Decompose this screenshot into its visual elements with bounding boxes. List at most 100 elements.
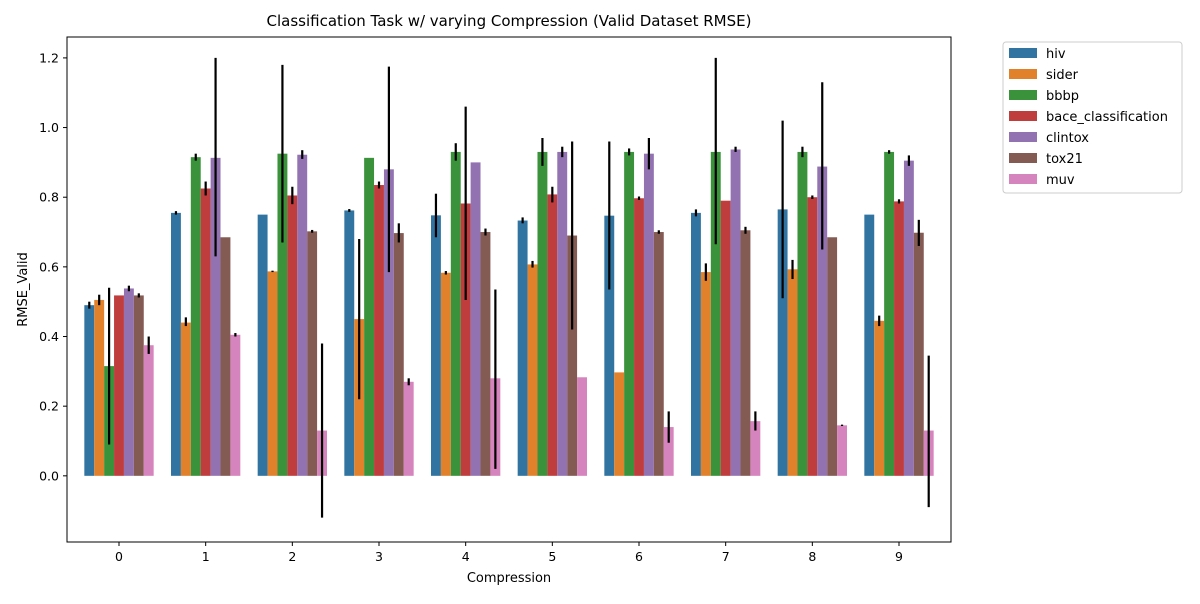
legend-swatch-tox21 (1009, 153, 1037, 163)
bar-hiv-3 (344, 210, 355, 476)
y-axis: 0.0 0.2 0.4 0.6 0.8 1.0 1.2 (39, 50, 67, 483)
bar-tox21-6 (653, 232, 664, 476)
bar-bace_classification-0 (114, 295, 124, 476)
y-axis-label: RMSE_Valid (16, 252, 31, 327)
bar-muv-5 (577, 377, 587, 476)
bar-bbbp-5 (537, 151, 548, 476)
bar-bace_classification-6 (634, 198, 644, 476)
bar-bace_classification-2 (287, 195, 298, 476)
legend-frame (1002, 41, 1183, 194)
bar-muv-0 (143, 345, 154, 476)
x-tick-label: 0 (115, 549, 123, 564)
bar-sider-8 (787, 269, 798, 476)
bar-bbbp-4 (450, 151, 461, 476)
x-tick-label: 5 (548, 549, 556, 564)
bar-tox21-9 (913, 232, 924, 476)
bar-muv-3 (403, 381, 414, 476)
bar-bace_classification-8 (807, 197, 818, 476)
bar-bbbp-3 (364, 157, 375, 476)
chart-title: Classification Task w/ varying Compressi… (267, 12, 752, 30)
legend-label-tox21: tox21 (1046, 152, 1083, 167)
x-tick-label: 1 (202, 549, 210, 564)
y-tick-label: 0.0 (39, 468, 59, 483)
bar-clintox-1 (210, 157, 221, 476)
legend-label-hiv: hiv (1046, 47, 1066, 62)
bar-sider-5 (527, 264, 538, 476)
legend-label-muv: muv (1046, 173, 1075, 188)
bar-hiv-7 (691, 212, 701, 476)
bar-tox21-5 (567, 235, 578, 476)
bar-hiv-5 (517, 220, 528, 476)
legend-swatch-hiv (1009, 48, 1037, 58)
bar-hiv-1 (171, 212, 181, 476)
bar-hiv-9 (864, 214, 875, 476)
bar-clintox-9 (903, 160, 914, 476)
bar-clintox-3 (383, 169, 394, 476)
bar-tox21-3 (393, 233, 404, 476)
bar-bbbp-9 (884, 151, 895, 476)
x-tick-label: 7 (722, 549, 730, 564)
bar-tox21-2 (307, 231, 318, 476)
legend-swatch-clintox (1009, 132, 1037, 142)
bar-bbbp-2 (277, 153, 288, 476)
bar-bbbp-7 (710, 151, 721, 476)
y-tick-label: 0.4 (39, 329, 59, 344)
bar-hiv-0 (84, 305, 95, 476)
legend-label-sider: sider (1046, 68, 1079, 83)
legend-swatch-bace_classification (1009, 111, 1037, 121)
bar-clintox-2 (297, 154, 308, 476)
x-tick-label: 8 (808, 549, 816, 564)
legend-swatch-sider (1009, 69, 1037, 79)
bar-bbbp-8 (797, 151, 808, 476)
bar-hiv-2 (257, 214, 268, 476)
bar-tox21-0 (133, 295, 144, 476)
y-tick-label: 0.2 (39, 399, 59, 414)
bar-clintox-4 (470, 162, 481, 476)
plot-frame (66, 36, 952, 543)
x-tick-label: 9 (895, 549, 903, 564)
bar-sider-7 (700, 272, 711, 476)
bar-bace_classification-3 (374, 185, 384, 476)
bar-muv-7 (750, 421, 761, 476)
bar-sider-4 (440, 272, 451, 476)
legend-label-bace_classification: bace_classification (1046, 110, 1168, 125)
x-tick-label: 4 (462, 549, 470, 564)
bar-clintox-8 (817, 166, 828, 476)
bar-clintox-5 (557, 151, 568, 476)
y-tick-label: 0.8 (39, 190, 59, 205)
legend-label-clintox: clintox (1046, 131, 1089, 146)
legend-swatch-muv (1009, 174, 1037, 184)
bar-tox21-8 (827, 237, 838, 476)
bar-bace_classification-5 (547, 194, 558, 476)
bar-tox21-4 (480, 232, 491, 476)
bar-muv-6 (663, 427, 674, 476)
bar-muv-1 (230, 334, 241, 476)
legend-label-bbbp: bbbp (1046, 89, 1079, 104)
bar-clintox-6 (643, 153, 654, 476)
bar-sider-0 (94, 299, 105, 476)
bar-bbbp-6 (624, 151, 635, 476)
bar-bace_classification-1 (200, 188, 211, 476)
bars-layer (84, 149, 934, 476)
bar-hiv-4 (431, 215, 441, 476)
bar-clintox-0 (123, 288, 134, 476)
x-tick-label: 2 (288, 549, 296, 564)
legend-swatch-bbbp (1009, 90, 1037, 100)
error-bars-layer (88, 57, 930, 518)
bar-muv-8 (837, 425, 847, 476)
bar-clintox-7 (730, 149, 741, 476)
x-tick-label: 6 (635, 549, 643, 564)
bar-sider-6 (614, 372, 625, 476)
bar-sider-2 (267, 271, 278, 476)
bar-tox21-7 (740, 230, 751, 476)
bar-bace_classification-7 (720, 200, 731, 476)
y-tick-label: 0.6 (39, 259, 59, 274)
y-tick-label: 1.0 (39, 120, 59, 135)
x-axis-label: Compression (467, 571, 551, 586)
bar-hiv-6 (604, 215, 615, 476)
x-tick-label: 3 (375, 549, 383, 564)
bar-sider-1 (180, 322, 191, 476)
